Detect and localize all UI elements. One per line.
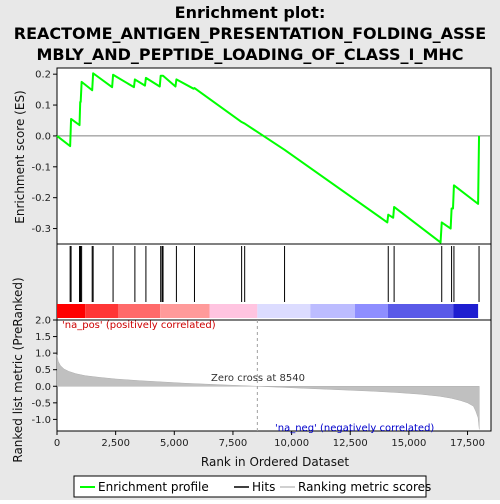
- metric-y-tick-label: 0.5: [35, 365, 51, 376]
- x-axis-ticks: 0 2,500 5,000 7,500 10,000 12,500 15,000 17,500: [54, 431, 485, 449]
- es-profile-line: [56, 72, 481, 244]
- colorbar-segment: [257, 304, 311, 318]
- es-y-axis-title: Enrichment score (ES): [13, 90, 27, 223]
- colorbar-segment: [209, 304, 258, 318]
- chart-title-line-2: REACTOME_ANTIGEN_PRESENTATION_FOLDING_AS…: [14, 24, 486, 43]
- colorbar-segment: [354, 304, 388, 318]
- x-axis-title: Rank in Ordered Dataset: [201, 455, 349, 469]
- chart-title-line-3: MBLY_AND_PEPTIDE_LOADING_OF_CLASS_I_MHC: [36, 45, 463, 64]
- rank-colorbar: [57, 304, 479, 318]
- colorbar-segment: [310, 304, 355, 318]
- x-tick-label: 0: [54, 438, 60, 449]
- neg-correlated-label: 'na_neg' (negatively correlated): [275, 423, 434, 434]
- es-y-tick-label: 0.0: [35, 131, 51, 142]
- pos-correlated-label: 'na_pos' (positively correlated): [62, 320, 216, 331]
- x-tick-label: 2,500: [101, 438, 130, 449]
- es-y-tick-label: -0.3: [31, 224, 51, 235]
- x-tick-label: 17,500: [450, 438, 485, 449]
- x-tick-label: 12,500: [333, 438, 368, 449]
- x-tick-label: 7,500: [219, 438, 248, 449]
- es-y-tick-label: 0.1: [35, 101, 51, 112]
- metric-area-group: [56, 320, 480, 431]
- colorbar-segment: [387, 304, 454, 318]
- x-tick-label: 15,000: [391, 438, 426, 449]
- hits-group: [69, 246, 480, 302]
- x-tick-label: 10,000: [274, 438, 309, 449]
- metric-y-tick-label: 1.0: [35, 349, 51, 360]
- metric-area: [56, 354, 480, 430]
- legend-box: [73, 475, 427, 498]
- legend-profile-label: Enrichment profile: [98, 480, 209, 494]
- legend: Enrichment profile Hits Ranking metric s…: [73, 475, 431, 498]
- metric-panel: [56, 319, 492, 432]
- es-y-tick-label: -0.2: [31, 193, 51, 204]
- metric-y-tick-label: 1.5: [35, 332, 51, 343]
- es-curve-group: [56, 72, 481, 244]
- metric-y-ticks: 2.0 1.5 1.0 0.5 0.0 -0.5 -1.0: [31, 316, 57, 426]
- metric-y-tick-label: -1.0: [31, 415, 51, 426]
- es-y-ticks: 0.2 0.1 0.0 -0.1 -0.2 -0.3: [31, 70, 57, 235]
- metric-y-tick-label: 0.0: [35, 382, 51, 393]
- legend-hits-label: Hits: [252, 480, 275, 494]
- metric-y-axis-title: Ranked list metric (PreRanked): [11, 277, 25, 462]
- colorbar-segment: [160, 304, 210, 318]
- es-panel: [56, 67, 492, 245]
- es-y-tick-label: 0.2: [35, 70, 51, 81]
- metric-y-tick-label: -0.5: [31, 398, 51, 409]
- zero-cross-label: Zero cross at 8540: [211, 373, 305, 384]
- colorbar-segment: [453, 304, 479, 318]
- colorbar-segment: [57, 304, 86, 318]
- colorbar-segment: [85, 304, 118, 318]
- x-tick-label: 5,000: [160, 438, 189, 449]
- chart-title-line-1: Enrichment plot:: [175, 3, 326, 22]
- metric-y-tick-label: 2.0: [35, 316, 51, 327]
- legend-metric-label: Ranking metric scores: [298, 480, 431, 494]
- es-y-tick-label: -0.1: [31, 162, 51, 173]
- colorbar-segment: [117, 304, 161, 318]
